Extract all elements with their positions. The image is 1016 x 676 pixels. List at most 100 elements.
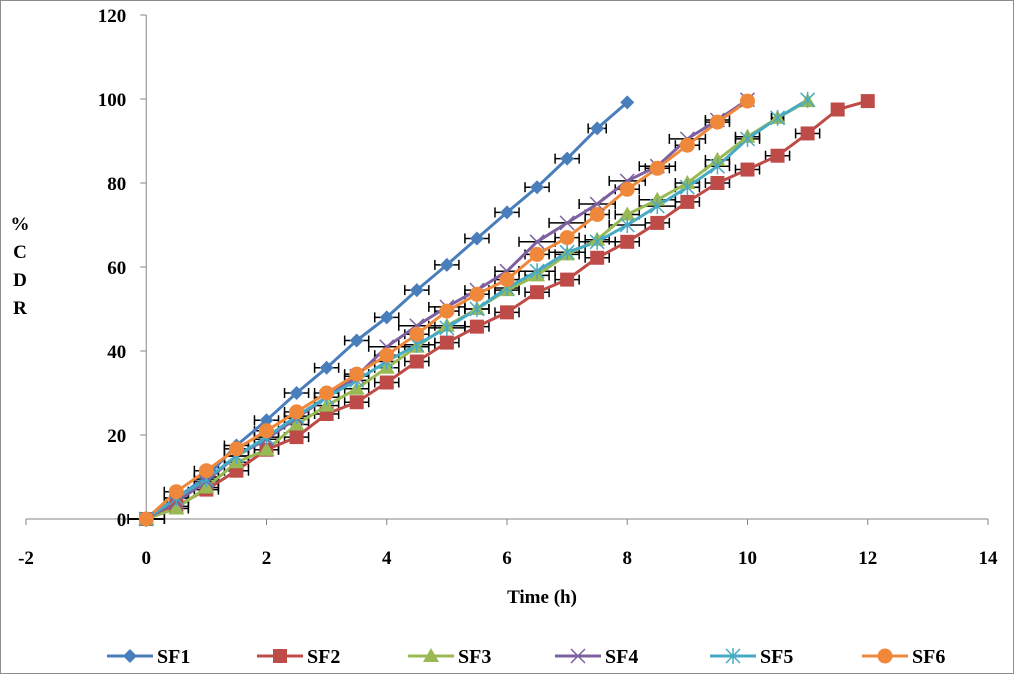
sf6-point xyxy=(168,484,184,500)
sf5-point xyxy=(709,158,725,175)
sf6-point xyxy=(439,303,455,319)
y-tick-label: 80 xyxy=(107,174,126,195)
sf6-point xyxy=(409,326,425,342)
sf2-point xyxy=(800,126,815,141)
legend-marker-sf3 xyxy=(423,648,439,662)
sf5-point-stroke xyxy=(679,179,695,196)
sf5-point-stroke xyxy=(709,158,725,175)
sf2-point xyxy=(560,272,575,287)
sf1-point xyxy=(500,205,514,220)
sf5-point xyxy=(800,91,816,108)
sf5-point xyxy=(469,301,485,317)
legend-marker-sf1 xyxy=(123,649,137,663)
sf5-point-stroke xyxy=(739,130,756,147)
sf1-point xyxy=(530,180,545,195)
sf2-point xyxy=(710,176,725,190)
legend-item-sf2: SF2 xyxy=(257,646,340,668)
x-tick-label: -2 xyxy=(18,548,34,569)
sf1-point xyxy=(379,310,394,325)
y-axis-title-char: D xyxy=(13,270,27,291)
y-tick-label: 40 xyxy=(107,342,126,363)
y-tick-label: 0 xyxy=(117,510,127,531)
tick-labels: -2 0 2 4 6 8 10 12 14 0 20 40 60 80 100 120 xyxy=(18,6,998,569)
sf2-point xyxy=(439,335,454,350)
x-tick-label: 10 xyxy=(738,548,757,569)
legend-item-sf1: SF1 xyxy=(107,646,190,668)
legend-marker-sf5 xyxy=(725,648,741,664)
x-tick-label: 14 xyxy=(979,548,999,569)
legend-marker-sf5-stroke xyxy=(725,648,741,664)
x-tick-label: 12 xyxy=(858,548,877,569)
sf6-point xyxy=(499,272,515,288)
sf4-point-stroke xyxy=(529,234,545,250)
sf1-point xyxy=(349,333,364,348)
sf6-point xyxy=(529,246,545,262)
sf6-point xyxy=(679,137,695,153)
sf2-point xyxy=(860,94,875,109)
legend-label-sf4: SF4 xyxy=(605,646,638,668)
sf2-point xyxy=(620,234,635,249)
sf6-point xyxy=(228,441,244,457)
y-tick-label: 100 xyxy=(98,90,127,111)
legend-label-sf5: SF5 xyxy=(760,646,793,668)
sf3-point xyxy=(258,441,275,456)
y-axis-title-char: C xyxy=(13,242,27,263)
sf2-point xyxy=(590,250,605,265)
sf6-point xyxy=(319,385,335,401)
sf5-point xyxy=(589,233,605,250)
legend-marker-sf6 xyxy=(877,648,893,664)
legend-item-sf6: SF6 xyxy=(862,646,945,668)
sf6-point xyxy=(619,181,635,197)
sf1-point xyxy=(560,151,575,166)
sf4-point xyxy=(559,215,575,231)
sf5-point-stroke xyxy=(649,198,665,215)
sf2-point xyxy=(289,430,304,445)
legend-item-sf5: SF5 xyxy=(710,646,793,668)
legend-marker-sf4 xyxy=(570,648,586,664)
y-tick-label: 120 xyxy=(98,6,127,27)
sf2-point xyxy=(650,215,665,230)
sf1-point xyxy=(319,360,334,375)
sf5-point xyxy=(439,319,455,336)
x-tick-label: 6 xyxy=(502,548,512,569)
sf6-point xyxy=(709,114,725,130)
sf1-point xyxy=(409,283,424,298)
sf1-point xyxy=(469,231,484,246)
sf6-point xyxy=(289,404,305,420)
x-tick-label: 8 xyxy=(623,548,633,569)
sf5-point-stroke xyxy=(589,233,605,250)
sf6-point xyxy=(469,286,485,302)
sf5-point xyxy=(619,217,635,233)
legend-marker-sf4-stroke xyxy=(570,648,586,664)
x-tick-label: 0 xyxy=(142,548,152,569)
sf5-point xyxy=(649,198,665,215)
sf2-point xyxy=(349,395,364,410)
sf6-point xyxy=(198,463,214,479)
sf5-point xyxy=(739,130,756,147)
sf5-point-stroke xyxy=(770,109,786,126)
y-tick-label: 20 xyxy=(107,426,126,447)
y-axis-title: % CDR xyxy=(11,214,30,319)
sf5-point xyxy=(770,109,786,126)
x-tick-label: 4 xyxy=(382,548,392,569)
sf1-point xyxy=(259,413,274,428)
sf1-point xyxy=(620,95,635,110)
legend-item-sf3: SF3 xyxy=(408,646,491,668)
x-tick-label: 2 xyxy=(262,548,272,569)
sf5-point xyxy=(559,244,575,261)
sf2-point xyxy=(379,375,394,390)
sf5-point-stroke xyxy=(439,319,455,336)
sf3-point xyxy=(168,500,185,515)
sf6-point xyxy=(379,347,395,363)
sf1-point xyxy=(439,257,454,272)
sf5-point xyxy=(529,263,545,280)
x-axis-title: Time (h) xyxy=(507,587,577,608)
sf5-point-stroke xyxy=(559,244,575,261)
series-markers xyxy=(138,91,875,527)
y-axis-title-char: % xyxy=(11,214,30,235)
sf1-point xyxy=(590,121,605,136)
sf6-point xyxy=(649,160,665,176)
sf2-point xyxy=(530,285,545,300)
sf6-point xyxy=(138,511,154,527)
